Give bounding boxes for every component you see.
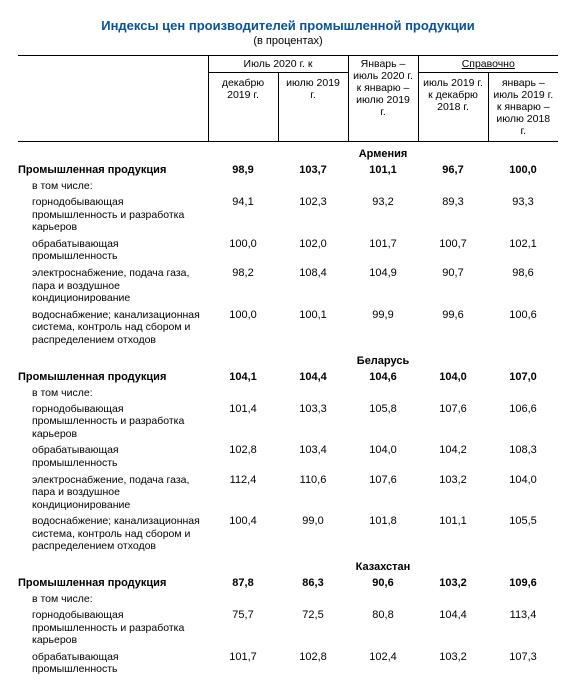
cell: 72,5 — [278, 607, 348, 649]
page-title: Индексы цен производителей промышленной … — [18, 18, 558, 33]
row-label: водоснабжение; канализационная система, … — [18, 307, 208, 349]
cell: 105,5 — [488, 513, 558, 555]
hdr-col3: Январь – июль 2020 г. к январю – июлю 20… — [348, 56, 418, 142]
cell: 104,0 — [418, 369, 488, 385]
cell: 104,2 — [418, 442, 488, 471]
cell: 104,1 — [208, 369, 278, 385]
cell: 106,6 — [488, 401, 558, 443]
cell: 100,1 — [278, 307, 348, 349]
cell: 104,4 — [278, 369, 348, 385]
cell: 113,4 — [488, 607, 558, 649]
cell: 107,3 — [488, 649, 558, 678]
cell: 102,3 — [278, 194, 348, 236]
cell: 107,6 — [418, 401, 488, 443]
cell: 102,8 — [208, 442, 278, 471]
cell: 103,2 — [418, 472, 488, 514]
cell: 104,6 — [348, 369, 418, 385]
cell: 105,8 — [348, 401, 418, 443]
hdr-blank — [18, 56, 208, 142]
page-subtitle: (в процентах) — [18, 35, 558, 47]
cell: 101,4 — [208, 401, 278, 443]
hdr-col5: январь – июль 2019 г. к январю – июлю 20… — [488, 73, 558, 142]
cell: 102,0 — [278, 236, 348, 265]
cell: 103,2 — [418, 575, 488, 591]
cell: 98,2 — [208, 265, 278, 307]
cell: 104,0 — [488, 472, 558, 514]
hdr-col2: июлю 2019 г. — [278, 73, 348, 142]
cell: 104,0 — [348, 442, 418, 471]
row-label: обрабатывающая промышленность — [18, 236, 208, 265]
cell: 100,7 — [418, 236, 488, 265]
row-label: в том числе: — [18, 178, 208, 194]
cell: 100,0 — [208, 307, 278, 349]
row-label: электроснабжение, подача газа, пара и во… — [18, 472, 208, 514]
ppi-table: Июль 2020 г. к Январь – июль 2020 г. к я… — [18, 55, 558, 678]
cell: 99,6 — [418, 307, 488, 349]
hdr-col4: июль 2019 г. к декабрю 2018 г. — [418, 73, 488, 142]
row-label: Промышленная продукция — [18, 575, 208, 591]
cell: 98,6 — [488, 265, 558, 307]
cell: 104,9 — [348, 265, 418, 307]
cell: 107,0 — [488, 369, 558, 385]
cell: 102,1 — [488, 236, 558, 265]
country-kazakhstan: Казахстан — [208, 555, 558, 575]
cell: 100,0 — [488, 162, 558, 178]
row-label: обрабатывающая промышленность — [18, 649, 208, 678]
hdr-group3: Справочно — [418, 56, 558, 73]
cell: 96,7 — [418, 162, 488, 178]
cell: 108,3 — [488, 442, 558, 471]
cell: 89,3 — [418, 194, 488, 236]
cell: 102,4 — [348, 649, 418, 678]
row-label: горнодобывающая промышленность и разрабо… — [18, 401, 208, 443]
hdr-group1: Июль 2020 г. к — [208, 56, 348, 73]
cell: 87,8 — [208, 575, 278, 591]
cell: 103,4 — [278, 442, 348, 471]
cell: 93,3 — [488, 194, 558, 236]
cell: 101,1 — [348, 162, 418, 178]
row-label: электроснабжение, подача газа, пара и во… — [18, 265, 208, 307]
cell: 103,7 — [278, 162, 348, 178]
cell: 112,4 — [208, 472, 278, 514]
cell: 101,1 — [418, 513, 488, 555]
row-label: водоснабжение; канализационная система, … — [18, 513, 208, 555]
cell: 75,7 — [208, 607, 278, 649]
country-armenia: Армения — [208, 142, 558, 163]
cell: 101,8 — [348, 513, 418, 555]
cell: 90,7 — [418, 265, 488, 307]
cell: 103,3 — [278, 401, 348, 443]
cell: 93,2 — [348, 194, 418, 236]
row-label: Промышленная продукция — [18, 369, 208, 385]
cell: 101,7 — [348, 236, 418, 265]
cell: 101,7 — [208, 649, 278, 678]
row-label: в том числе: — [18, 385, 208, 401]
cell: 102,8 — [278, 649, 348, 678]
cell: 108,4 — [278, 265, 348, 307]
cell: 99,9 — [348, 307, 418, 349]
row-label: горнодобывающая промышленность и разрабо… — [18, 194, 208, 236]
cell: 98,9 — [208, 162, 278, 178]
cell: 100,4 — [208, 513, 278, 555]
cell: 94,1 — [208, 194, 278, 236]
row-label: в том числе: — [18, 591, 208, 607]
row-label: обрабатывающая промышленность — [18, 442, 208, 471]
cell: 100,0 — [208, 236, 278, 265]
cell: 103,2 — [418, 649, 488, 678]
row-label: Промышленная продукция — [18, 162, 208, 178]
cell: 100,6 — [488, 307, 558, 349]
row-label: горнодобывающая промышленность и разрабо… — [18, 607, 208, 649]
cell: 99,0 — [278, 513, 348, 555]
cell: 107,6 — [348, 472, 418, 514]
cell: 104,4 — [418, 607, 488, 649]
cell: 80,8 — [348, 607, 418, 649]
cell: 90,6 — [348, 575, 418, 591]
cell: 86,3 — [278, 575, 348, 591]
cell: 109,6 — [488, 575, 558, 591]
hdr-col1: декабрю 2019 г. — [208, 73, 278, 142]
cell: 110,6 — [278, 472, 348, 514]
country-belarus: Беларусь — [208, 349, 558, 369]
